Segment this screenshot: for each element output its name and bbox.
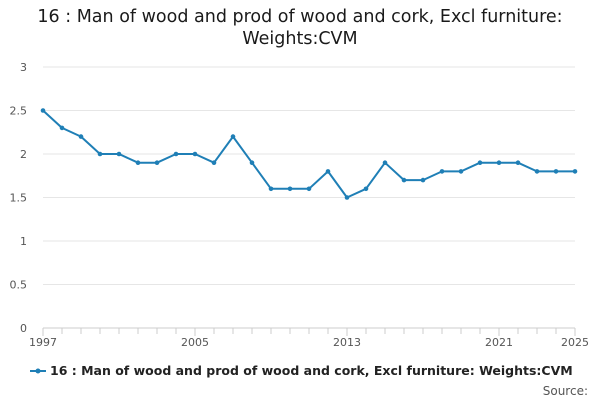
- y-tick-label: 1: [20, 235, 27, 248]
- series-layer: [40, 108, 578, 200]
- data-point: [192, 151, 198, 157]
- chart-title: 16 : Man of wood and prod of wood and co…: [37, 7, 563, 49]
- data-point: [382, 160, 388, 165]
- data-point: [211, 160, 217, 165]
- legend-swatch-icon: [30, 368, 46, 373]
- y-tick-label: 0: [20, 322, 27, 335]
- data-point: [534, 169, 540, 174]
- data-point: [135, 160, 141, 165]
- data-point: [401, 177, 407, 183]
- data-point: [325, 169, 331, 174]
- data-point: [344, 195, 350, 200]
- data-point: [420, 177, 426, 183]
- data-point: [477, 160, 483, 165]
- data-point: [230, 134, 236, 139]
- data-point: [249, 160, 255, 165]
- data-point: [40, 108, 46, 113]
- data-point: [553, 169, 559, 174]
- legend-label: 16 : Man of wood and prod of wood and co…: [50, 363, 573, 378]
- data-point: [458, 169, 464, 174]
- x-tick-label: 2005: [181, 336, 209, 349]
- legend[interactable]: 16 : Man of wood and prod of wood and co…: [30, 363, 573, 378]
- data-point: [572, 169, 578, 174]
- data-point: [306, 186, 312, 192]
- data-point: [154, 160, 160, 165]
- y-tick-label: 1.5: [10, 192, 28, 205]
- data-point: [515, 160, 521, 165]
- x-tick-label: 2013: [333, 336, 361, 349]
- y-tick-label: 2: [20, 148, 27, 161]
- gridlines: [43, 66, 575, 285]
- data-point: [173, 151, 179, 157]
- data-point: [78, 134, 84, 139]
- data-point: [439, 169, 445, 174]
- data-point: [59, 125, 65, 131]
- y-tick-label: 0.5: [10, 279, 28, 292]
- y-tick-label: 3: [20, 61, 27, 74]
- data-point: [496, 160, 502, 165]
- x-tick-label: 2021: [485, 336, 513, 349]
- x-tick-label: 1997: [29, 336, 57, 349]
- x-tick-label: 2025: [561, 336, 589, 349]
- source-label: Source:: [542, 384, 588, 398]
- y-tick-label: 2.5: [10, 105, 28, 118]
- data-point: [116, 151, 122, 157]
- data-point: [363, 186, 369, 192]
- data-point: [287, 186, 293, 192]
- axes: 0 0.5 1 1.5 2 2.5 3 1997 2005 2013 2021 2025: [10, 61, 590, 349]
- data-point: [268, 186, 274, 192]
- data-point: [97, 151, 103, 157]
